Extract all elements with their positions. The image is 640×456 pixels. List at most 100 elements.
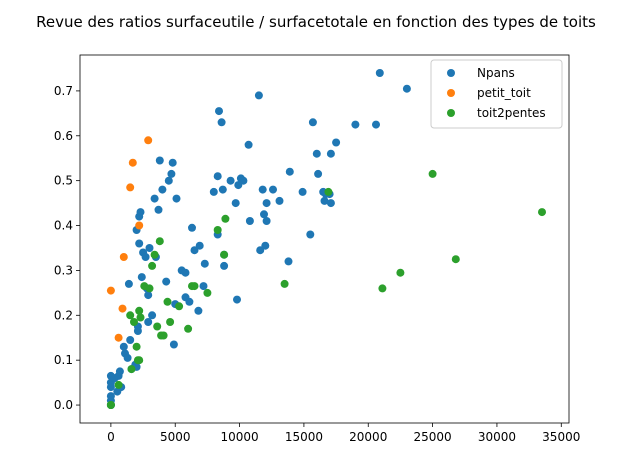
data-point — [451, 255, 460, 264]
data-point — [148, 261, 157, 270]
data-points — [106, 69, 546, 409]
data-point — [280, 279, 289, 288]
data-point — [167, 169, 176, 178]
legend-marker — [447, 89, 455, 97]
data-point — [126, 183, 135, 192]
series-npans — [106, 69, 411, 409]
x-tick-label: 30000 — [478, 430, 516, 444]
data-point — [114, 380, 123, 389]
data-point — [332, 138, 341, 147]
y-tick-label: 0.1 — [54, 353, 73, 367]
legend-entry-toit2pentes: toit2pentes — [447, 106, 546, 120]
x-tick-label: 5000 — [160, 430, 191, 444]
data-point — [538, 208, 546, 217]
data-point — [169, 340, 178, 349]
data-point — [127, 365, 136, 374]
data-point — [203, 288, 212, 297]
data-point — [199, 282, 208, 291]
data-point — [132, 342, 141, 351]
data-point — [320, 196, 329, 205]
data-point — [119, 253, 128, 261]
legend-label: petit_toit — [477, 86, 531, 100]
data-point — [402, 84, 411, 93]
data-point — [119, 342, 128, 351]
data-point — [220, 261, 229, 270]
data-point — [372, 120, 380, 129]
data-point — [239, 176, 248, 185]
data-point — [260, 210, 268, 219]
data-point — [306, 230, 315, 239]
data-point — [233, 295, 241, 304]
data-point — [135, 306, 144, 315]
series-petit-toit — [106, 136, 153, 342]
data-point — [158, 185, 167, 194]
y-tick-label: 0.4 — [54, 219, 73, 233]
data-point — [190, 282, 199, 291]
data-point — [118, 304, 127, 313]
data-point — [396, 268, 405, 277]
data-point — [144, 291, 153, 300]
legend-entry-petit-toit: petit_toit — [447, 86, 531, 100]
data-point — [244, 140, 253, 149]
data-point — [188, 223, 196, 232]
data-point — [128, 158, 137, 167]
data-point — [269, 185, 277, 194]
data-point — [308, 118, 317, 127]
data-point — [261, 241, 270, 250]
data-point — [195, 241, 204, 250]
data-point — [226, 176, 235, 185]
data-point — [245, 217, 254, 225]
data-point — [115, 367, 124, 376]
x-tick-label: 10000 — [220, 430, 258, 444]
data-point — [164, 176, 173, 185]
data-point — [144, 136, 153, 145]
data-point — [254, 91, 263, 100]
data-point — [175, 302, 184, 311]
data-point — [159, 331, 168, 340]
data-point — [172, 194, 181, 203]
data-point — [213, 172, 222, 181]
data-point — [137, 273, 146, 282]
data-point — [124, 279, 133, 288]
data-point — [181, 268, 190, 277]
legend-marker — [447, 109, 455, 117]
series-toit2pentes — [106, 169, 546, 409]
chart-title: Revue des ratios surfaceutile / surfacet… — [36, 13, 596, 31]
data-point — [262, 199, 271, 208]
data-point — [285, 167, 294, 176]
data-point — [135, 239, 144, 248]
data-point — [133, 327, 142, 335]
data-point — [375, 69, 384, 77]
data-point — [136, 208, 145, 217]
data-point — [378, 284, 387, 293]
data-point — [428, 169, 437, 178]
data-point — [141, 253, 150, 261]
y-tick-label: 0.7 — [54, 84, 73, 98]
y-tick-label: 0.3 — [54, 263, 73, 277]
x-tick-label: 25000 — [414, 430, 452, 444]
data-point — [184, 324, 193, 333]
y-tick-label: 0.5 — [54, 174, 73, 188]
data-point — [154, 205, 163, 214]
data-point — [215, 107, 223, 116]
data-point — [221, 214, 230, 223]
data-point — [136, 313, 145, 322]
x-tick-label: 0 — [107, 430, 115, 444]
data-point — [231, 199, 240, 208]
legend-label: Npans — [477, 66, 515, 80]
x-tick-label: 35000 — [542, 430, 580, 444]
data-point — [145, 244, 154, 252]
y-tick-label: 0.0 — [54, 398, 73, 412]
legend: Npans petit_toit toit2pentes — [430, 59, 563, 129]
data-point — [106, 401, 115, 409]
data-point — [185, 297, 194, 306]
data-point — [298, 187, 307, 196]
data-point — [314, 169, 323, 178]
data-point — [168, 158, 177, 167]
x-tick-label: 20000 — [349, 430, 387, 444]
legend-entry-npans: Npans — [447, 66, 515, 80]
y-axis: 0.0 0.1 0.2 0.3 0.4 0.5 0.6 0.7 — [54, 84, 80, 412]
legend-box — [430, 59, 563, 129]
